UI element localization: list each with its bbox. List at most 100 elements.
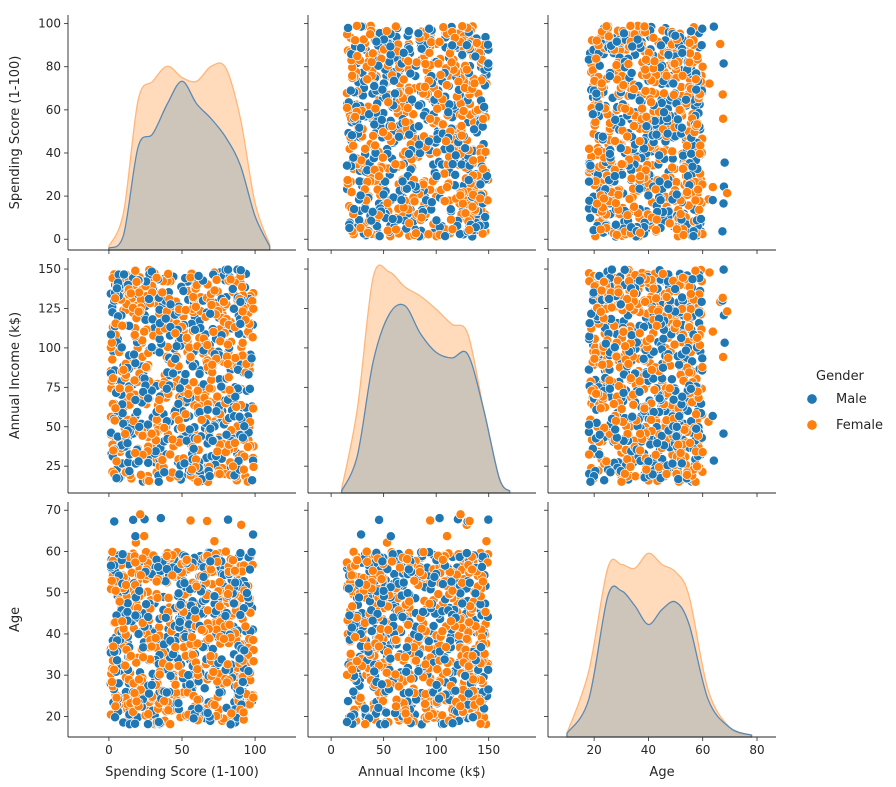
scatter-point-female xyxy=(368,49,377,58)
scatter-point-female xyxy=(619,81,628,90)
y-tick-label: 40 xyxy=(46,146,61,160)
scatter-point-female xyxy=(110,665,119,674)
scatter-point-male xyxy=(719,199,728,208)
scatter-point-female xyxy=(482,537,491,546)
scatter-point-female xyxy=(659,89,668,98)
scatter-point-male xyxy=(206,424,215,433)
scatter-point-male xyxy=(203,405,212,414)
scatter-point-female xyxy=(348,71,357,80)
scatter-point-female xyxy=(237,520,246,529)
scatter-point-female xyxy=(164,706,173,715)
scatter-point-male xyxy=(188,362,197,371)
scatter-point-female xyxy=(221,547,230,556)
scatter-point-male xyxy=(658,363,667,372)
scatter-point-female xyxy=(366,30,375,39)
scatter-point-female xyxy=(132,277,141,286)
scatter-point-male xyxy=(222,430,231,439)
scatter-point-male xyxy=(372,37,381,46)
scatter-point-male xyxy=(451,170,460,179)
scatter-point-male xyxy=(180,579,189,588)
scatter-point-male xyxy=(610,171,619,180)
scatter-point-female xyxy=(637,104,646,113)
scatter-point-female xyxy=(391,160,400,169)
scatter-point-male xyxy=(584,420,593,429)
scatter-point-male xyxy=(483,40,492,49)
scatter-point-male xyxy=(667,375,676,384)
scatter-point-male xyxy=(407,95,416,104)
scatter-point-male xyxy=(655,177,664,186)
scatter-point-female xyxy=(433,104,442,113)
scatter-point-male xyxy=(659,108,668,117)
scatter-point-female xyxy=(166,450,175,459)
scatter-point-male xyxy=(586,213,595,222)
scatter-point-male xyxy=(217,382,226,391)
scatter-point-female xyxy=(439,23,448,32)
scatter-point-female xyxy=(208,360,217,369)
scatter-point-male xyxy=(415,140,424,149)
scatter-point-female xyxy=(670,59,679,68)
scatter-point-male xyxy=(134,629,143,638)
scatter-point-male xyxy=(612,433,621,442)
scatter-point-female xyxy=(181,410,190,419)
scatter-point-female xyxy=(147,429,156,438)
scatter-point-male xyxy=(154,562,163,571)
scatter-point-male xyxy=(180,459,189,468)
scatter-point-female xyxy=(612,352,621,361)
scatter-point-male xyxy=(194,271,203,280)
scatter-point-male xyxy=(607,265,616,274)
scatter-point-female xyxy=(342,103,351,112)
scatter-point-female xyxy=(112,693,121,702)
scatter-point-male xyxy=(143,420,152,429)
scatter-point-female xyxy=(626,462,635,471)
scatter-point-female xyxy=(626,21,635,30)
scatter-point-female xyxy=(191,302,200,311)
scatter-point-male xyxy=(709,22,718,31)
scatter-point-male xyxy=(406,69,415,78)
scatter-point-female xyxy=(403,104,412,113)
scatter-point-male xyxy=(236,610,245,619)
scatter-point-female xyxy=(665,384,674,393)
scatter-point-male xyxy=(176,600,185,609)
scatter-point-female xyxy=(719,352,728,361)
scatter-point-female xyxy=(249,693,258,702)
y-tick-label: 40 xyxy=(46,627,61,641)
scatter-point-male xyxy=(476,180,485,189)
scatter-point-female xyxy=(160,696,169,705)
scatter-point-male xyxy=(156,514,165,523)
scatter-point-female xyxy=(112,457,121,466)
scatter-point-female xyxy=(162,551,171,560)
y-tick-label: 0 xyxy=(53,232,61,246)
scatter-point-female xyxy=(374,172,383,181)
scatter-point-female xyxy=(197,415,206,424)
scatter-point-female xyxy=(598,360,607,369)
scatter-point-male xyxy=(697,41,706,50)
scatter-point-female xyxy=(691,410,700,419)
scatter-point-female xyxy=(693,120,702,129)
scatter-point-female xyxy=(621,104,630,113)
scatter-point-male xyxy=(231,578,240,587)
scatter-point-male xyxy=(635,276,644,285)
scatter-point-female xyxy=(459,106,468,115)
scatter-point-female xyxy=(144,710,153,719)
scatter-point-female xyxy=(438,120,447,129)
scatter-point-female xyxy=(378,153,387,162)
scatter-point-male xyxy=(229,599,238,608)
scatter-point-female xyxy=(478,164,487,173)
scatter-point-female xyxy=(698,362,707,371)
scatter-point-female xyxy=(612,230,621,239)
scatter-point-male xyxy=(245,565,254,574)
scatter-point-female xyxy=(435,37,444,46)
scatter-point-female xyxy=(212,275,221,284)
scatter-point-female xyxy=(369,131,378,140)
scatter-point-female xyxy=(696,141,705,150)
scatter-point-male xyxy=(235,412,244,421)
scatter-point-female xyxy=(458,22,467,31)
scatter-point-female xyxy=(352,21,361,30)
scatter-point-female xyxy=(224,373,233,382)
scatter-point-female xyxy=(629,202,638,211)
y-tick-label: 20 xyxy=(46,709,61,723)
scatter-point-female xyxy=(433,89,442,98)
scatter-point-male xyxy=(692,85,701,94)
y-tick-label: 80 xyxy=(46,60,61,74)
scatter-point-female xyxy=(596,225,605,234)
